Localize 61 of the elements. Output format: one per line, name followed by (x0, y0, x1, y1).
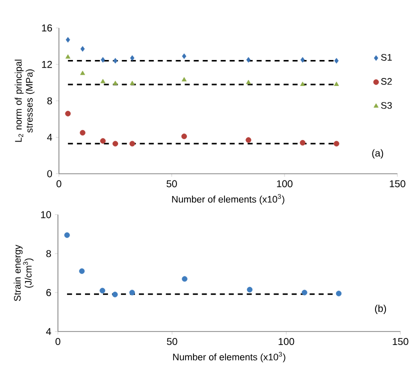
x-tick-label: 100 (278, 338, 294, 345)
point (100, 78, 106, 84)
point (80, 46, 85, 52)
point (246, 56, 251, 62)
point (64, 232, 70, 238)
point (334, 58, 339, 64)
point (334, 81, 339, 86)
x-tick-label: 0 (56, 180, 62, 188)
point (182, 53, 186, 59)
x-tick-label: 50 (166, 180, 177, 188)
x-tick-label: 100 (277, 180, 292, 188)
legend-label: S3 (381, 102, 392, 109)
annotation: (a) (372, 149, 384, 158)
y-tick-label: 8 (46, 250, 51, 257)
point (100, 138, 106, 144)
point (300, 140, 306, 146)
y-tick-label: 0 (47, 170, 52, 178)
point (130, 80, 135, 85)
point (246, 286, 252, 292)
point (246, 80, 251, 84)
point (334, 140, 340, 146)
point (112, 80, 118, 85)
point (129, 140, 136, 146)
point (112, 140, 118, 146)
point (182, 276, 188, 282)
point (66, 36, 70, 42)
y-tick-label: 6 (46, 288, 51, 296)
point (112, 292, 118, 298)
point (246, 137, 252, 143)
x-axis-title: Number of elements (x10$^{3}$) (173, 352, 286, 362)
legend-label: S1 (381, 54, 392, 60)
point (336, 290, 342, 296)
y-tick-label: 12 (42, 60, 52, 68)
point (65, 54, 70, 58)
x-tick-label: 50 (166, 338, 178, 345)
y-axis-title: L$_{2}$ norm of principal stresses (MPa) (14, 60, 34, 142)
point (300, 81, 306, 86)
point (129, 290, 135, 296)
x-tick-label: 0 (56, 338, 60, 345)
y-tick-label: 8 (47, 97, 52, 104)
x-axis-title: Number of elements (x10$^{3}$) (172, 194, 284, 204)
point (79, 268, 85, 274)
y-tick-label: 4 (46, 328, 52, 335)
legend-label: S2 (381, 78, 392, 85)
point (80, 130, 86, 136)
x-tick-label: 150 (392, 338, 408, 345)
y-tick-label: 4 (47, 134, 52, 141)
y-tick-label: 16 (42, 24, 52, 32)
y-tick-label: 10 (41, 210, 52, 218)
point (80, 70, 86, 75)
point (100, 56, 106, 62)
point (182, 76, 187, 82)
point (100, 288, 106, 294)
x-tick-label: 150 (390, 180, 406, 188)
point (300, 56, 305, 62)
point (130, 55, 134, 61)
point (65, 110, 71, 116)
point (113, 58, 118, 64)
point (302, 290, 308, 296)
annotation: (b) (375, 304, 386, 314)
point (181, 133, 187, 139)
